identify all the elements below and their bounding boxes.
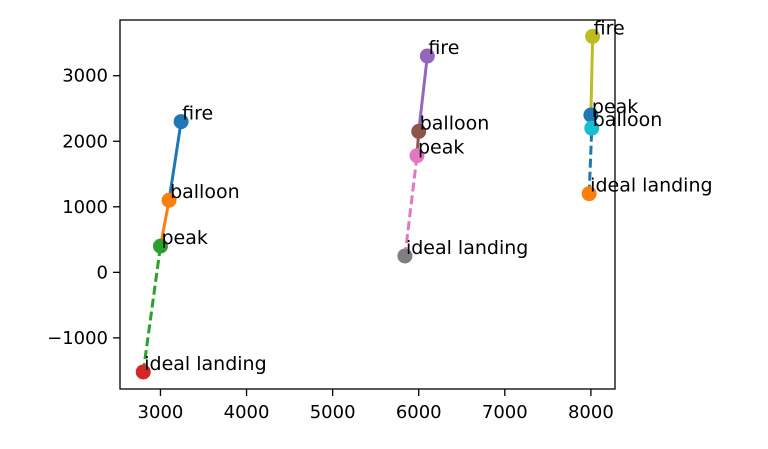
point-11	[581, 186, 597, 202]
point-3	[135, 364, 151, 380]
point-8	[585, 28, 601, 44]
segment-2	[141, 245, 162, 373]
y-tick-label-1: 0	[97, 262, 108, 283]
plot-frame	[119, 19, 616, 390]
points-layer	[135, 28, 601, 380]
point-label-7: ideal landing	[406, 237, 528, 259]
point-labels-layer: fire balloon peak ideal landing fire balloon p…	[144, 17, 712, 375]
y-tick-label-2: 1000	[62, 197, 108, 218]
point-1	[161, 192, 177, 208]
segment-5	[403, 155, 419, 257]
point-2	[152, 238, 168, 254]
point-label-10: balloon	[593, 109, 663, 131]
segments-layer	[141, 36, 595, 373]
point-9	[583, 107, 599, 123]
point-label-0: fire	[182, 103, 213, 125]
point-label-2: peak	[161, 227, 207, 249]
y-tick-label-4: 3000	[62, 66, 108, 87]
point-0	[173, 114, 189, 130]
x-axis: 3000 4000 5000 6000 7000 8000	[138, 389, 614, 423]
y-tick-label-3: 2000	[62, 131, 108, 152]
point-4	[419, 48, 435, 64]
point-label-8: fire	[594, 17, 625, 39]
x-tick-label-0: 3000	[138, 402, 184, 423]
point-6	[409, 148, 425, 164]
point-label-6: peak	[418, 137, 464, 159]
point-10	[584, 120, 600, 136]
point-7	[397, 248, 413, 264]
x-tick-label-1: 4000	[224, 402, 270, 423]
point-label-11: ideal landing	[590, 175, 712, 197]
segment-6	[589, 36, 595, 116]
segment-1	[158, 199, 171, 247]
x-tick-label-3: 6000	[396, 402, 442, 423]
segment-7	[587, 128, 594, 194]
segment-3	[417, 55, 429, 132]
x-tick-label-5: 8000	[568, 402, 614, 423]
x-tick-label-4: 7000	[482, 402, 528, 423]
point-5	[411, 123, 427, 139]
point-label-1: balloon	[170, 181, 240, 203]
point-label-3: ideal landing	[144, 353, 266, 375]
y-tick-label-0: −1000	[47, 328, 108, 349]
point-label-5: balloon	[420, 112, 490, 134]
y-axis: −1000 0 1000 2000 3000	[47, 66, 120, 349]
x-tick-label-2: 5000	[310, 402, 356, 423]
segment-0	[167, 121, 183, 201]
point-label-4: fire	[428, 37, 459, 59]
